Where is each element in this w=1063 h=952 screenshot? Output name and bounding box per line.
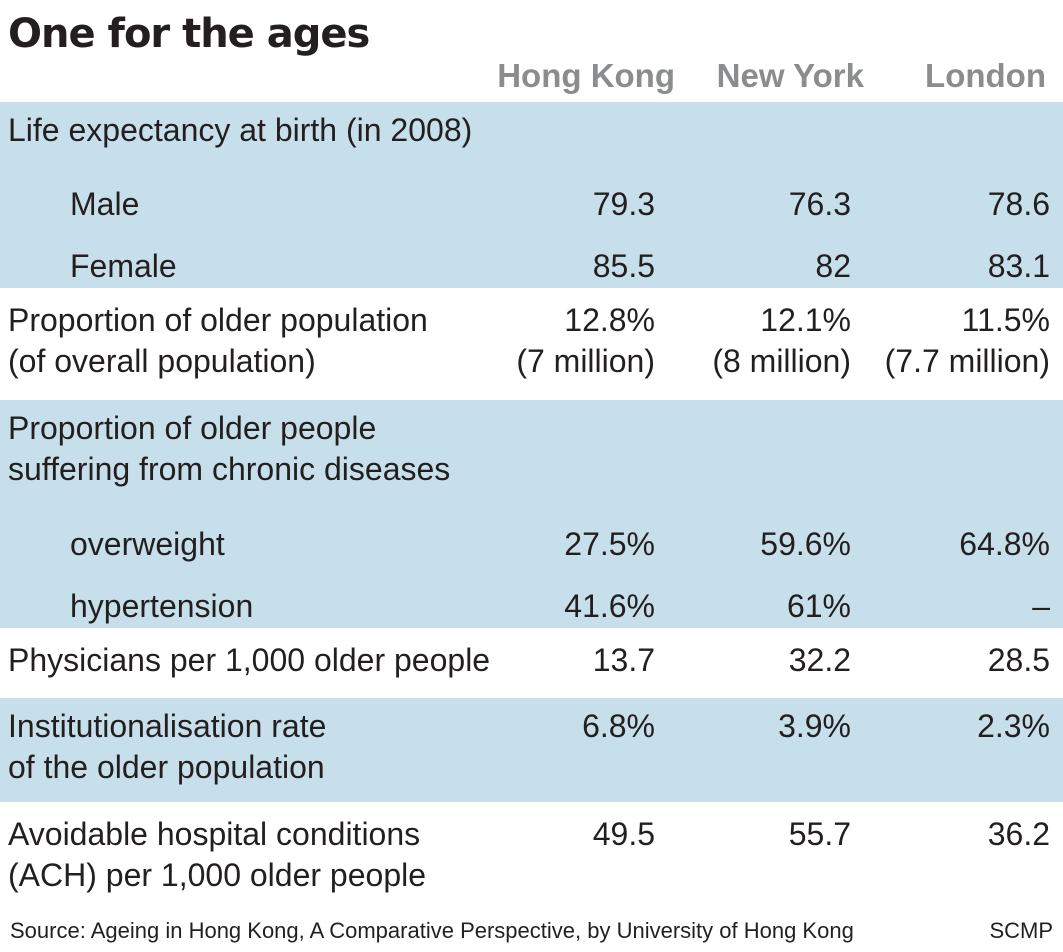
cell-london: 11.5% (7.7 million) — [884, 302, 1050, 379]
cell-london: – — [1032, 588, 1050, 624]
cell-hong-kong: 85.5 — [592, 248, 655, 284]
cell-new-york: 32.2 — [788, 642, 851, 678]
cell-new-york: 59.6% — [760, 526, 851, 562]
row-label: overweight — [70, 526, 225, 562]
cell-london: 78.6 — [987, 186, 1050, 222]
cell-london: 28.5 — [987, 642, 1050, 678]
cell-hong-kong: 6.8% — [582, 708, 655, 744]
cell-new-york: 82 — [815, 248, 851, 284]
table-row: Physicians per 1,000 older people 13.7 32.… — [0, 632, 1063, 694]
row-label: Physicians per 1,000 older people — [8, 642, 491, 678]
cell-london: 2.3% — [977, 708, 1050, 744]
cell-new-york: 3.9% — [778, 708, 851, 744]
table-group-row: Proportion of older people suffering fro… — [0, 400, 1063, 504]
cell-hong-kong: 27.5% — [564, 526, 655, 562]
table-row: hypertension 41.6% 61% – — [0, 566, 1063, 628]
row-label: hypertension — [70, 588, 254, 624]
cell-hong-kong: 12.8% (7 million) — [516, 302, 655, 379]
table-row: Institutionalisation rate of the older p… — [0, 698, 1063, 802]
cell-new-york: 12.1% (8 million) — [712, 302, 851, 379]
row-label: Life expectancy at birth (in 2008) — [8, 112, 473, 148]
cell-london: 36.2 — [987, 816, 1050, 852]
row-label: Male — [70, 186, 140, 222]
table-row: overweight 27.5% 59.6% 64.8% — [0, 504, 1063, 566]
cell-hong-kong: 49.5 — [592, 816, 655, 852]
row-label: Proportion of older population (of overa… — [8, 302, 428, 379]
row-label: Avoidable hospital conditions (ACH) per … — [8, 816, 427, 893]
cell-new-york: 76.3 — [788, 186, 851, 222]
cell-london: 83.1 — [987, 248, 1050, 284]
data-table: Life expectancy at birth (in 2008) Male 79… — [0, 102, 1063, 910]
source-note: Source: Ageing in Hong Kong, A Comparati… — [10, 918, 854, 943]
row-label: Female — [70, 248, 177, 284]
chart-title: One for the ages — [8, 11, 370, 57]
table-row: Male 79.3 76.3 78.6 — [0, 164, 1063, 226]
table-row: Female 85.5 82 83.1 — [0, 226, 1063, 288]
table-row: Proportion of older population (of overa… — [0, 292, 1063, 396]
publisher-credit: SCMP — [989, 918, 1053, 943]
cell-hong-kong: 79.3 — [592, 186, 655, 222]
table-group-row: Life expectancy at birth (in 2008) — [0, 102, 1063, 164]
row-label: Proportion of older people suffering fro… — [8, 410, 451, 487]
table-row: Avoidable hospital conditions (ACH) per … — [0, 806, 1063, 910]
column-header-new-york: New York — [716, 57, 864, 94]
column-header-london: London — [925, 57, 1046, 94]
cell-hong-kong: 41.6% — [564, 588, 655, 624]
cell-hong-kong: 13.7 — [592, 642, 655, 678]
column-header-hong-kong: Hong Kong — [497, 57, 675, 94]
cell-london: 64.8% — [959, 526, 1050, 562]
cell-new-york: 61% — [786, 588, 851, 624]
row-label: Institutionalisation rate of the older p… — [8, 708, 327, 785]
cell-new-york: 55.7 — [788, 816, 851, 852]
